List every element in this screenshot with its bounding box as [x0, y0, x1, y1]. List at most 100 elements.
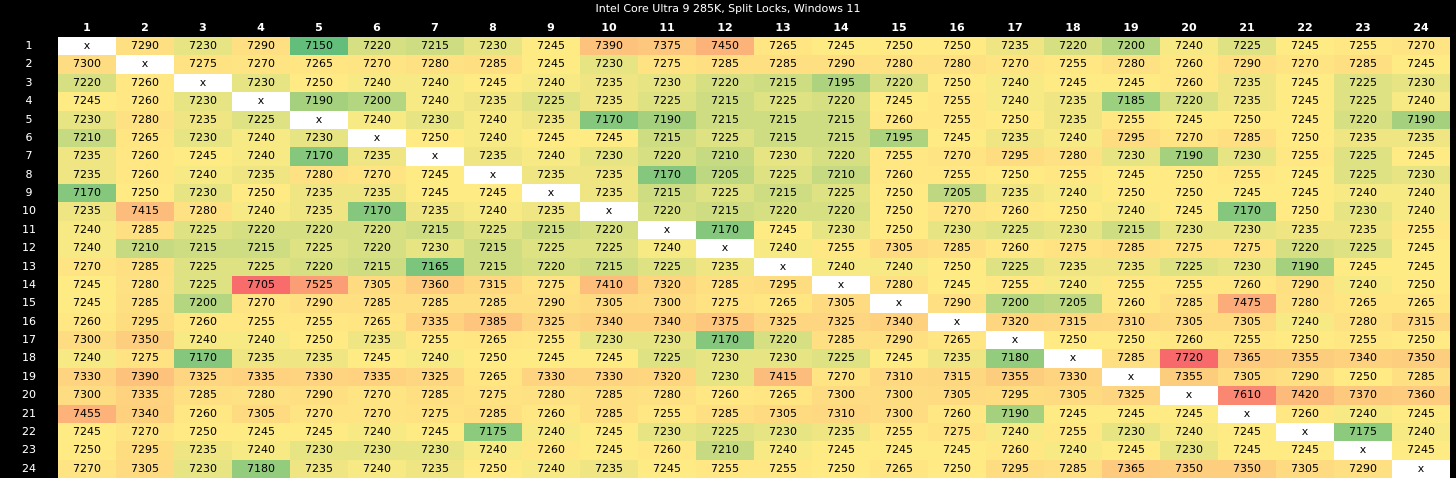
heatmap-cell: 7230 [638, 73, 696, 93]
heatmap-cell: 7235 [580, 184, 638, 203]
heatmap-cell: 7230 [1160, 220, 1218, 240]
heatmap-cell: 7230 [1392, 165, 1450, 184]
column-header: 23 [1355, 21, 1371, 34]
heatmap-cell: 7230 [1102, 422, 1160, 442]
heatmap-cell: 7180 [986, 349, 1044, 368]
heatmap-cell: 7245 [1276, 92, 1334, 111]
heatmap-cell: 7255 [1102, 275, 1160, 295]
heatmap-cell: 7300 [870, 404, 928, 423]
heatmap-cell: 7200 [174, 294, 232, 313]
heatmap-cell: 7290 [1276, 367, 1334, 387]
row-header: 22 [22, 424, 36, 438]
heatmap-cell: 7215 [522, 220, 580, 240]
heatmap-cell: 7255 [1102, 110, 1160, 129]
heatmap-cell: 7185 [1102, 92, 1160, 111]
heatmap-cell: 7240 [638, 239, 696, 258]
heatmap-cell: 7260 [1218, 275, 1276, 295]
heatmap-cell: 7230 [1334, 202, 1392, 221]
heatmap-cell: 7240 [1102, 202, 1160, 221]
heatmap-cell: 7240 [348, 459, 406, 478]
heatmap-cell: 7290 [870, 331, 928, 350]
heatmap-cell: 7230 [1218, 220, 1276, 240]
heatmap-cell: 7270 [290, 404, 348, 423]
heatmap-cell: 7220 [812, 147, 870, 166]
heatmap-cell: 7270 [232, 55, 290, 74]
heatmap-cell: 7170 [696, 331, 754, 350]
heatmap-cell: 7170 [58, 184, 116, 203]
heatmap-cell: 7260 [116, 73, 174, 93]
heatmap-cell: 7315 [1044, 312, 1102, 331]
heatmap-cell: 7525 [290, 275, 348, 295]
heatmap-cell: 7305 [928, 386, 986, 405]
heatmap-cell: 7305 [870, 239, 928, 258]
row-header: 21 [22, 406, 36, 420]
heatmap-cell: 7240 [1392, 202, 1450, 221]
heatmap-cell: 7265 [464, 331, 522, 350]
heatmap-cell: 7265 [754, 386, 812, 405]
heatmap-cell: 7260 [986, 202, 1044, 221]
heatmap-cell: 7220 [1276, 239, 1334, 258]
heatmap-cell: 7220 [348, 37, 406, 56]
heatmap-cell: 7285 [1102, 349, 1160, 368]
heatmap-cell: 7275 [406, 404, 464, 423]
heatmap-cell: 7205 [696, 165, 754, 184]
heatmap-cell: 7245 [812, 37, 870, 56]
heatmap-cell: 7305 [1044, 386, 1102, 405]
heatmap-cell: 7275 [1044, 239, 1102, 258]
heatmap-cell: 7250 [928, 459, 986, 478]
heatmap-cell: 7245 [406, 422, 464, 442]
heatmap-cell: 7215 [464, 239, 522, 258]
heatmap-cell: 7245 [58, 275, 116, 295]
heatmap-cell: 7260 [174, 404, 232, 423]
heatmap-cell: 7305 [1276, 459, 1334, 478]
heatmap-cell: 7330 [580, 367, 638, 387]
heatmap-cell: 7245 [1218, 184, 1276, 203]
heatmap-cell: 7230 [580, 147, 638, 166]
heatmap-cell: 7240 [986, 92, 1044, 111]
heatmap-cell: 7255 [1218, 165, 1276, 184]
heatmap-cell: 7200 [986, 294, 1044, 313]
diagonal-cell: x [1044, 349, 1102, 368]
heatmap-cell: 7285 [406, 294, 464, 313]
heatmap-cell: 7300 [58, 331, 116, 350]
heatmap-cell: 7225 [174, 257, 232, 276]
heatmap-cell: 7250 [1276, 128, 1334, 148]
heatmap-cell: 7260 [928, 404, 986, 423]
heatmap-cell: 7245 [1044, 404, 1102, 423]
heatmap-cell: 7250 [1044, 202, 1102, 221]
heatmap-cell: 7260 [638, 441, 696, 460]
heatmap-cell: 7355 [1160, 367, 1218, 387]
heatmap-cell: 7240 [522, 73, 580, 93]
heatmap-cell: 7190 [1276, 257, 1334, 276]
heatmap-cell: 7235 [348, 331, 406, 350]
heatmap-cell: 7235 [522, 202, 580, 221]
heatmap-cell: 7245 [406, 184, 464, 203]
heatmap-cell: 7290 [290, 294, 348, 313]
heatmap-cell: 7260 [696, 386, 754, 405]
heatmap-cell: 7240 [1334, 404, 1392, 423]
heatmap-cell: 7230 [348, 441, 406, 460]
heatmap-cell: 7235 [812, 422, 870, 442]
heatmap-cell: 7230 [580, 55, 638, 74]
heatmap-cell: 7240 [348, 422, 406, 442]
heatmap-cell: 7230 [1102, 147, 1160, 166]
heatmap-cell: 7170 [290, 147, 348, 166]
heatmap-cell: 7720 [1160, 349, 1218, 368]
heatmap-cell: 7305 [1160, 312, 1218, 331]
diagonal-cell: x [812, 275, 870, 295]
heatmap-cell: 7245 [870, 349, 928, 368]
heatmap-cell: 7325 [174, 367, 232, 387]
heatmap-cell: 7285 [464, 404, 522, 423]
heatmap-cell: 7260 [522, 404, 580, 423]
column-header: 8 [489, 21, 497, 34]
heatmap-cell: 7245 [1160, 404, 1218, 423]
heatmap-cell: 7255 [406, 331, 464, 350]
row-header: 7 [25, 149, 33, 163]
heatmap-cell: 7250 [116, 184, 174, 203]
heatmap-cell: 7270 [812, 367, 870, 387]
heatmap-cell: 7235 [1044, 110, 1102, 129]
heatmap-cell: 7325 [522, 312, 580, 331]
heatmap-cell: 7225 [986, 257, 1044, 276]
heatmap-cell: 7240 [522, 147, 580, 166]
heatmap-cell: 7390 [580, 37, 638, 56]
